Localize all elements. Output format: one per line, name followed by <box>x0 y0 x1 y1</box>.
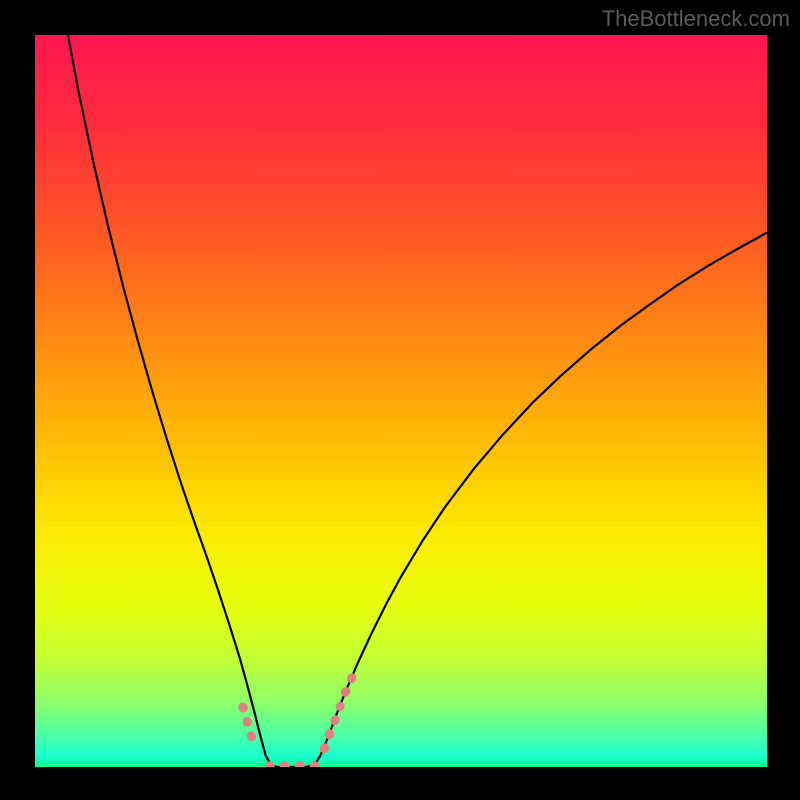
chart-frame: TheBottleneck.com <box>0 0 800 800</box>
gradient-background <box>35 35 767 767</box>
chart-svg <box>35 35 767 767</box>
plot-area <box>35 35 767 767</box>
watermark-text: TheBottleneck.com <box>602 6 790 32</box>
